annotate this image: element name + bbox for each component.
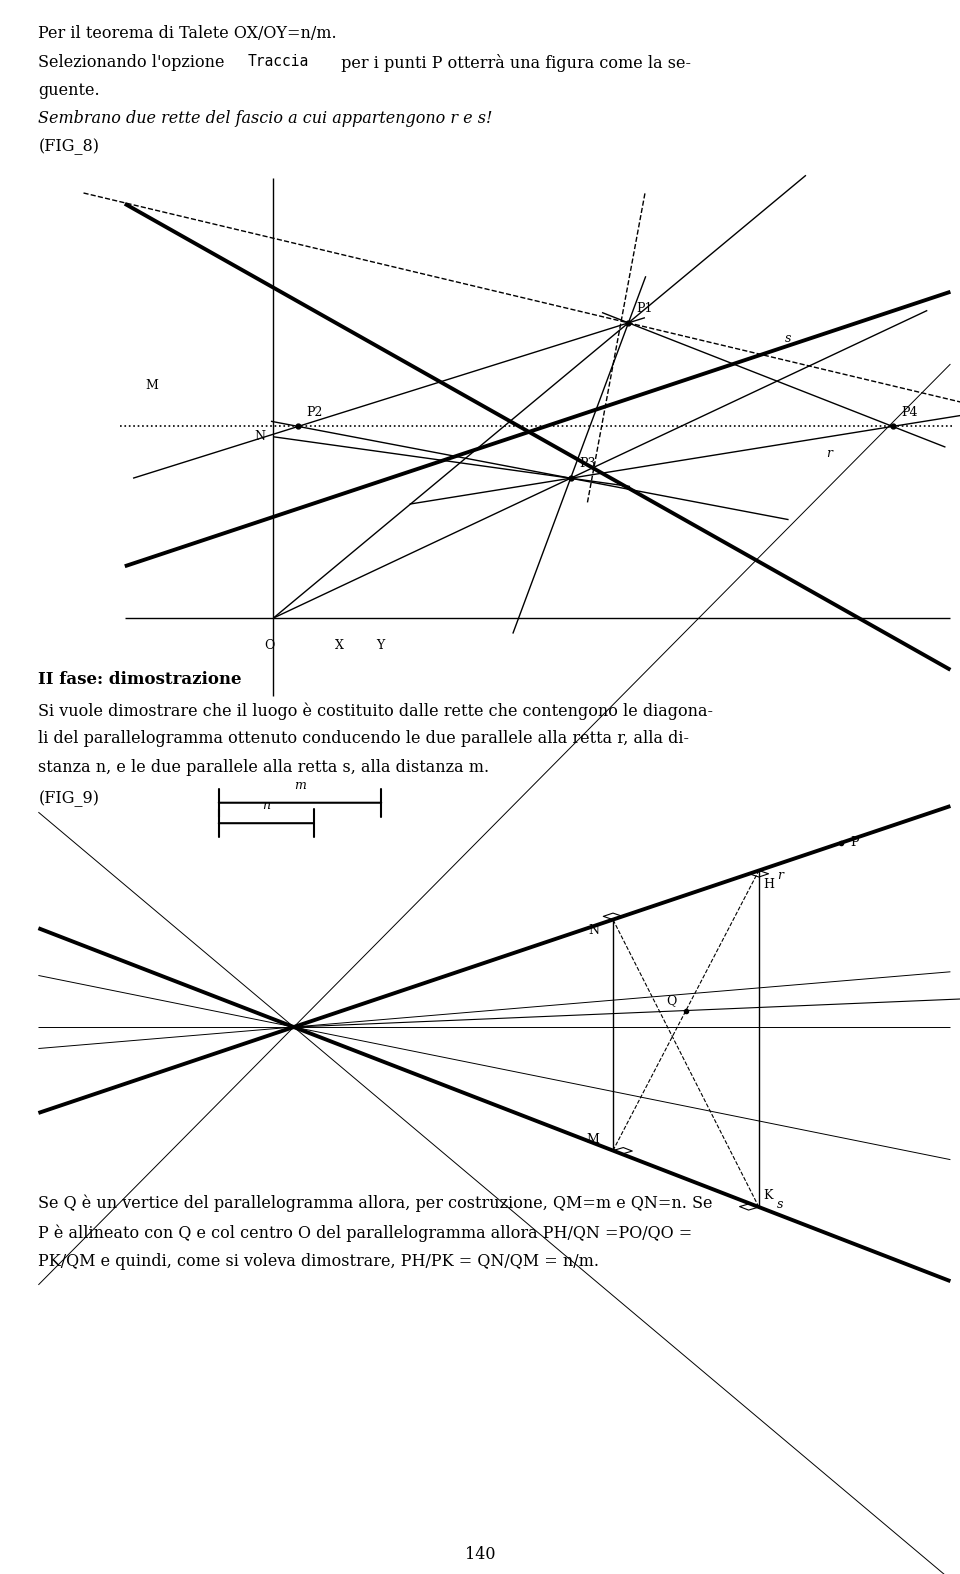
Text: s: s xyxy=(778,1198,783,1212)
Text: guente.: guente. xyxy=(38,82,100,99)
Text: r: r xyxy=(778,869,783,881)
Text: 140: 140 xyxy=(465,1546,495,1563)
Text: li del parallelogramma ottenuto conducendo le due parallele alla retta r, alla d: li del parallelogramma ottenuto conducen… xyxy=(38,730,689,748)
Text: Se Q è un vertice del parallelogramma allora, per costruzione, QM=m e QN=n. Se: Se Q è un vertice del parallelogramma al… xyxy=(38,1195,713,1212)
Text: P1: P1 xyxy=(636,302,653,315)
Text: Q: Q xyxy=(666,995,677,1007)
Text: N: N xyxy=(254,430,265,444)
Text: (FIG_9): (FIG_9) xyxy=(38,790,100,807)
Text: M: M xyxy=(146,378,158,392)
Text: stanza n, e le due parallele alla retta s, alla distanza m.: stanza n, e le due parallele alla retta … xyxy=(38,759,490,776)
Text: Selezionando l'opzione: Selezionando l'opzione xyxy=(38,54,230,71)
Text: P: P xyxy=(851,836,858,850)
Text: II fase: dimostrazione: II fase: dimostrazione xyxy=(38,671,242,688)
Text: K: K xyxy=(763,1190,773,1203)
Text: Per il teorema di Talete OX/OY=n/m.: Per il teorema di Talete OX/OY=n/m. xyxy=(38,25,337,42)
Text: H: H xyxy=(763,878,775,891)
Text: P è allineato con Q e col centro O del parallelogramma allora PH/QN =PO/QO =: P è allineato con Q e col centro O del p… xyxy=(38,1225,693,1242)
Text: Traccia: Traccia xyxy=(248,54,309,69)
Text: N: N xyxy=(588,924,599,937)
Text: P2: P2 xyxy=(306,406,323,419)
Text: m: m xyxy=(294,779,306,792)
Text: s: s xyxy=(785,332,792,345)
Text: (FIG_8): (FIG_8) xyxy=(38,139,100,156)
Text: X: X xyxy=(335,639,344,652)
Text: n: n xyxy=(262,800,271,812)
Text: M: M xyxy=(587,1133,599,1146)
Text: P4: P4 xyxy=(900,406,918,419)
Text: PK/QM e quindi, come si voleva dimostrare, PH/PK = QN/QM = n/m.: PK/QM e quindi, come si voleva dimostrar… xyxy=(38,1253,599,1270)
Text: per i punti P otterrà una figura come la se-: per i punti P otterrà una figura come la… xyxy=(336,54,691,71)
Text: Sembrano due rette del fascio a cui appartengono r e s!: Sembrano due rette del fascio a cui appa… xyxy=(38,110,492,127)
Text: Si vuole dimostrare che il luogo è costituito dalle rette che contengono le diag: Si vuole dimostrare che il luogo è costi… xyxy=(38,702,713,719)
Text: r: r xyxy=(827,447,832,460)
Text: Y: Y xyxy=(376,639,385,652)
Text: P3: P3 xyxy=(579,458,595,471)
Text: O: O xyxy=(264,639,275,652)
